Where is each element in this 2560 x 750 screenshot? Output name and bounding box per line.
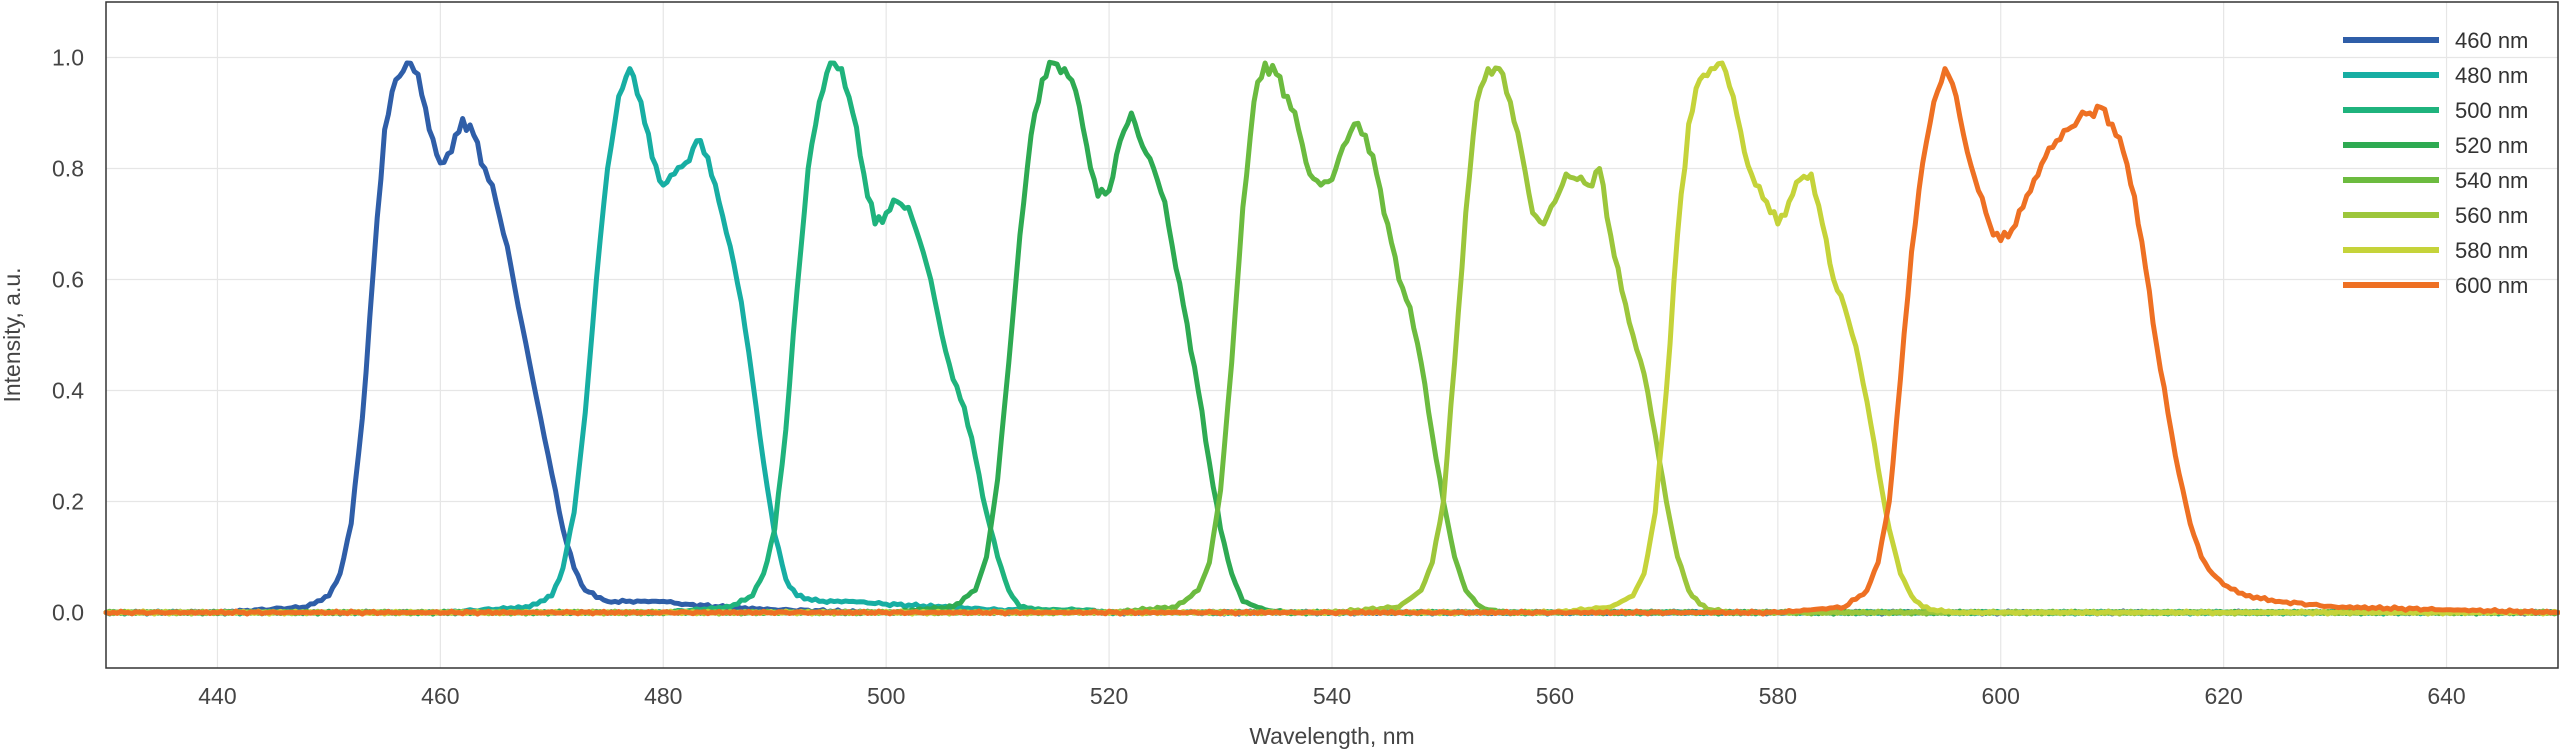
x-tick-label: 580 (1759, 683, 1797, 709)
x-axis-ticks: 440 460 480 500 520 540 560 580 600 620 640 (198, 683, 2465, 709)
legend-label: 600 nm (2455, 273, 2528, 298)
x-tick-label: 480 (644, 683, 682, 709)
x-tick-label: 640 (2427, 683, 2465, 709)
x-tick-label: 620 (2204, 683, 2242, 709)
x-axis-label: Wavelength, nm (1249, 723, 1414, 749)
y-tick-label: 0.0 (52, 600, 84, 626)
y-tick-label: 1.0 (52, 45, 84, 71)
legend-label: 520 nm (2455, 133, 2528, 158)
y-tick-label: 0.6 (52, 267, 84, 293)
y-tick-label: 0.8 (52, 156, 84, 182)
legend: 460 nm 480 nm 500 nm 520 nm 540 nm 560 nm 580 … (2343, 28, 2528, 298)
y-axis-label: Intensity, a.u. (0, 267, 25, 402)
series-line-600-nm (103, 66, 2560, 617)
x-tick-label: 520 (1090, 683, 1128, 709)
grid-lines (106, 2, 2558, 668)
plot-frame (105, 1, 2559, 669)
x-tick-label: 600 (1982, 683, 2020, 709)
x-tick-label: 440 (198, 683, 236, 709)
x-tick-label: 460 (421, 683, 459, 709)
x-tick-label: 560 (1536, 683, 1574, 709)
y-tick-label: 0.2 (52, 489, 84, 515)
legend-label: 580 nm (2455, 238, 2528, 263)
legend-label: 560 nm (2455, 203, 2528, 228)
legend-label: 500 nm (2455, 98, 2528, 123)
legend-label: 540 nm (2455, 168, 2528, 193)
legend-label: 480 nm (2455, 63, 2528, 88)
legend-label: 460 nm (2455, 28, 2528, 53)
y-tick-label: 0.4 (52, 378, 84, 404)
y-axis-ticks: 0.0 0.2 0.4 0.6 0.8 1.0 (52, 45, 84, 626)
x-tick-label: 500 (867, 683, 905, 709)
x-tick-label: 540 (1313, 683, 1351, 709)
series-lines (103, 59, 2560, 617)
